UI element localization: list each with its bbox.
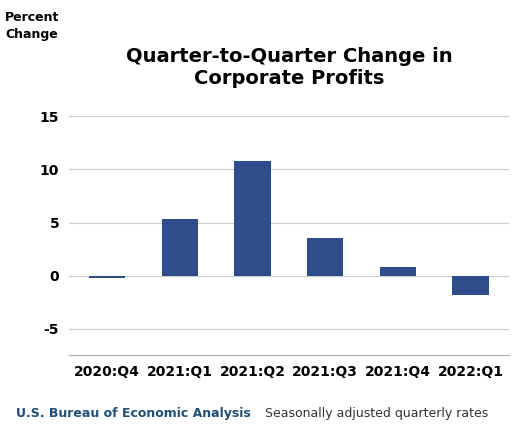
Text: Change: Change <box>5 28 58 41</box>
Title: Quarter-to-Quarter Change in
Corporate Profits: Quarter-to-Quarter Change in Corporate P… <box>126 47 452 88</box>
Text: Seasonally adjusted quarterly rates: Seasonally adjusted quarterly rates <box>265 407 488 420</box>
Text: Percent: Percent <box>5 11 60 24</box>
Text: U.S. Bureau of Economic Analysis: U.S. Bureau of Economic Analysis <box>16 407 251 420</box>
Bar <box>89 275 125 278</box>
Bar <box>234 161 271 275</box>
Bar <box>453 275 489 294</box>
Bar <box>162 220 198 275</box>
Bar <box>379 267 416 275</box>
Bar <box>307 239 343 275</box>
